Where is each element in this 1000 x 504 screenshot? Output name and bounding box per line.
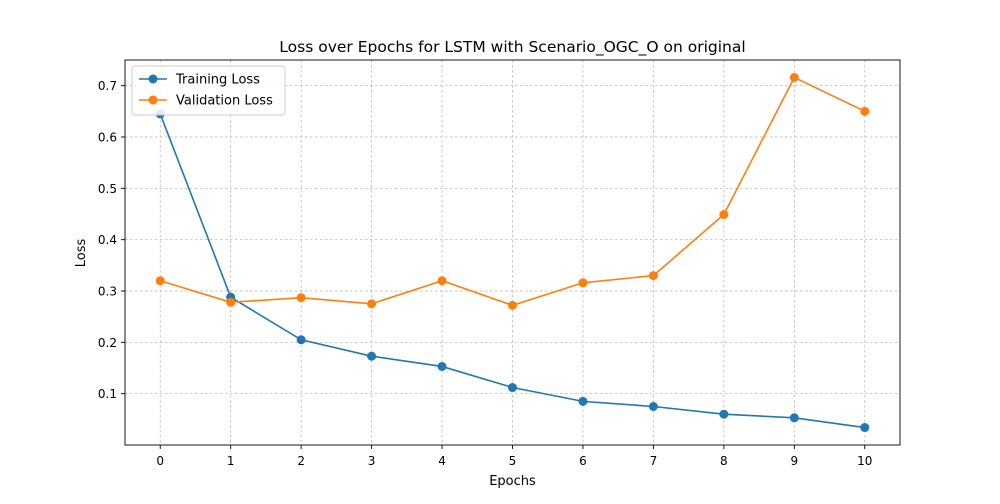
data-point-validation-loss	[226, 297, 236, 307]
legend-label-validation-loss: Validation Loss	[176, 94, 273, 109]
x-tick-label: 1	[227, 454, 235, 468]
legend-marker-training-loss	[148, 74, 158, 84]
y-axis-ticks: 0.1 0.2 0.3 0.4 0.5 0.6 0.7	[98, 79, 125, 401]
x-tick-label: 0	[156, 454, 164, 468]
legend: Training Loss Validation Loss	[131, 65, 286, 116]
x-tick-label: 8	[720, 454, 728, 468]
y-tick-label: 0.3	[98, 285, 117, 299]
data-point-training-loss	[578, 396, 588, 406]
data-point-validation-loss	[155, 276, 165, 286]
x-tick-label: 5	[509, 454, 517, 468]
legend-marker-validation-loss	[148, 95, 158, 105]
data-point-training-loss	[789, 413, 799, 423]
data-point-training-loss	[437, 361, 447, 371]
data-point-training-loss	[508, 383, 517, 393]
data-point-training-loss	[860, 423, 870, 433]
y-tick-label: 0.2	[98, 336, 117, 350]
x-tick-label: 2	[297, 454, 305, 468]
legend-label-training-loss: Training Loss	[175, 73, 260, 88]
y-axis-label: Loss	[74, 239, 89, 268]
data-point-validation-loss	[578, 278, 588, 288]
y-tick-label: 0.5	[98, 182, 117, 196]
data-point-validation-loss	[367, 299, 377, 309]
data-point-training-loss	[296, 335, 306, 345]
y-tick-label: 0.7	[98, 79, 117, 93]
x-tick-label: 9	[790, 454, 798, 468]
data-point-validation-loss	[508, 300, 517, 310]
y-tick-label: 0.4	[98, 233, 117, 247]
y-tick-label: 0.6	[98, 131, 117, 145]
data-point-validation-loss	[648, 271, 658, 281]
x-tick-label: 3	[368, 454, 376, 468]
data-point-validation-loss	[860, 106, 870, 116]
data-point-training-loss	[648, 402, 658, 411]
data-point-validation-loss	[789, 72, 799, 82]
x-axis-label: Epochs	[489, 474, 536, 489]
x-tick-label: 10	[857, 454, 872, 468]
x-tick-label: 4	[438, 454, 446, 468]
x-axis-ticks: 0 1 2 3 4 5 6 7 8 9 10	[156, 445, 872, 468]
chart-title: Loss over Epochs for LSTM with Scenario_…	[279, 38, 745, 57]
x-tick-label: 7	[650, 454, 658, 468]
data-point-training-loss	[367, 351, 377, 361]
y-tick-label: 0.1	[98, 387, 117, 401]
data-point-training-loss	[719, 409, 729, 419]
data-point-validation-loss	[437, 276, 447, 286]
data-point-validation-loss	[296, 293, 306, 303]
series-validation-loss	[155, 72, 870, 310]
data-point-validation-loss	[719, 210, 729, 220]
legend-box	[131, 65, 286, 116]
x-tick-label: 6	[579, 454, 587, 468]
grid	[125, 60, 900, 445]
